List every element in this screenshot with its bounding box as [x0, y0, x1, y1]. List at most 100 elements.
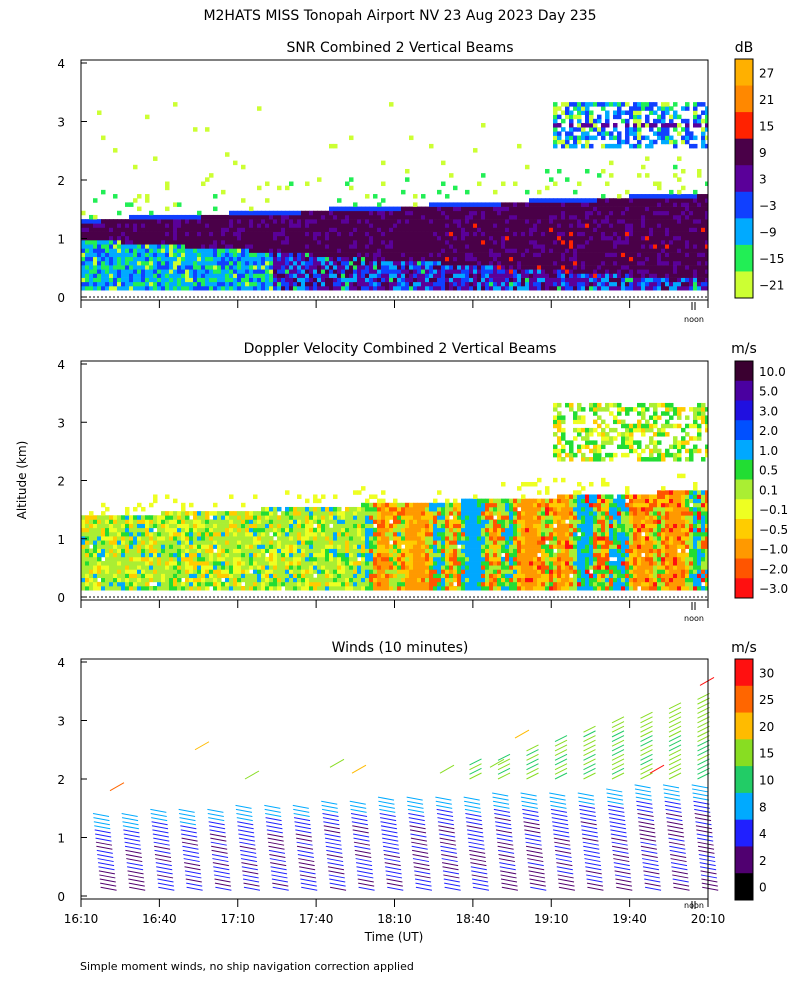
doppler-cell: [309, 540, 314, 545]
doppler-cell: [201, 544, 206, 549]
snr-cell: [589, 210, 594, 216]
snr-cell: [481, 269, 486, 274]
snr-cell: [529, 285, 534, 291]
doppler-cell: [337, 586, 342, 591]
doppler-cell: [309, 544, 314, 549]
snr-cell: [317, 219, 322, 224]
snr-cell: [153, 269, 158, 274]
snr-cell: [477, 223, 482, 228]
snr-cell: [457, 235, 462, 241]
snr-cell: [665, 127, 670, 132]
doppler-cell: [193, 561, 198, 566]
snr-cell: [333, 252, 338, 258]
snr-cell: [113, 219, 118, 224]
snr-cell: [269, 265, 274, 270]
snr-cell: [301, 281, 306, 287]
snr-cell: [533, 248, 538, 253]
snr-cell: [173, 219, 178, 224]
snr-cell: [189, 281, 194, 287]
snr-cell: [421, 214, 426, 220]
snr-cell: [369, 219, 374, 224]
doppler-cell: [153, 561, 158, 566]
snr-cell: [357, 256, 362, 262]
snr-cell: [413, 194, 418, 199]
snr-cell: [677, 189, 682, 195]
snr-cell: [505, 227, 510, 232]
doppler-cell: [313, 519, 318, 524]
snr-cell: [241, 260, 246, 266]
snr-cell: [517, 240, 522, 245]
doppler-cell: [269, 581, 274, 587]
snr-cell: [593, 273, 598, 278]
snr-cell: [589, 223, 594, 228]
snr-cell: [545, 168, 550, 174]
snr-cell: [409, 135, 414, 141]
doppler-cell: [149, 502, 154, 508]
snr-cell: [689, 248, 694, 253]
snr-cell: [565, 252, 570, 258]
snr-cell: [385, 219, 390, 224]
doppler-cell: [141, 544, 146, 549]
snr-cell: [317, 177, 322, 182]
snr-cell: [601, 123, 606, 128]
snr-cell: [493, 214, 498, 220]
snr-cell: [677, 131, 682, 136]
doppler-cell: [349, 536, 354, 541]
snr-cell: [501, 235, 506, 241]
snr-cell: [601, 202, 606, 207]
doppler-cell: [165, 523, 170, 529]
doppler-cell: [125, 506, 130, 512]
snr-cell: [393, 277, 398, 283]
snr-cell: [353, 248, 358, 253]
doppler-cell: [297, 511, 302, 516]
snr-cell: [309, 273, 314, 278]
snr-cell: [705, 127, 708, 132]
doppler-cell: [269, 565, 274, 570]
snr-cell: [649, 110, 654, 115]
snr-cell: [457, 206, 462, 212]
doppler-cell: [93, 515, 98, 520]
doppler-cell: [109, 556, 114, 562]
snr-cell: [665, 260, 670, 266]
snr-cell: [669, 281, 674, 287]
doppler-cell: [209, 540, 214, 545]
snr-cell: [197, 223, 202, 228]
snr-cell: [557, 248, 562, 253]
snr-cell: [145, 265, 150, 270]
snr-cell: [241, 285, 246, 291]
doppler-cell: [289, 573, 294, 579]
snr-cell: [233, 265, 238, 270]
snr-cell: [481, 285, 486, 291]
snr-cell: [701, 227, 706, 232]
snr-cell: [325, 285, 330, 291]
snr-cell: [445, 281, 450, 287]
doppler-cell: [193, 586, 198, 591]
snr-cell: [485, 256, 490, 262]
doppler-cell: [353, 544, 358, 549]
doppler-cell: [261, 506, 266, 512]
snr-cell: [185, 214, 190, 220]
doppler-cell: [285, 561, 290, 566]
snr-cell: [557, 223, 562, 228]
snr-cell: [565, 143, 570, 149]
snr-cell: [125, 235, 130, 241]
snr-cell: [381, 227, 386, 232]
snr-cell: [397, 260, 402, 266]
snr-cell: [253, 244, 258, 249]
snr-cell: [413, 210, 418, 216]
snr-cell: [561, 118, 566, 124]
snr-cell: [677, 260, 682, 266]
doppler-cell: [265, 569, 270, 574]
snr-cell: [653, 281, 658, 287]
snr-cell: [93, 265, 98, 270]
snr-cell: [341, 248, 346, 253]
snr-cell: [613, 273, 618, 278]
snr-cell: [537, 248, 542, 253]
snr-cell: [377, 202, 382, 207]
snr-cell: [449, 231, 454, 237]
snr-cell: [389, 102, 394, 107]
snr-cell: [205, 235, 210, 241]
snr-cell: [365, 210, 370, 216]
